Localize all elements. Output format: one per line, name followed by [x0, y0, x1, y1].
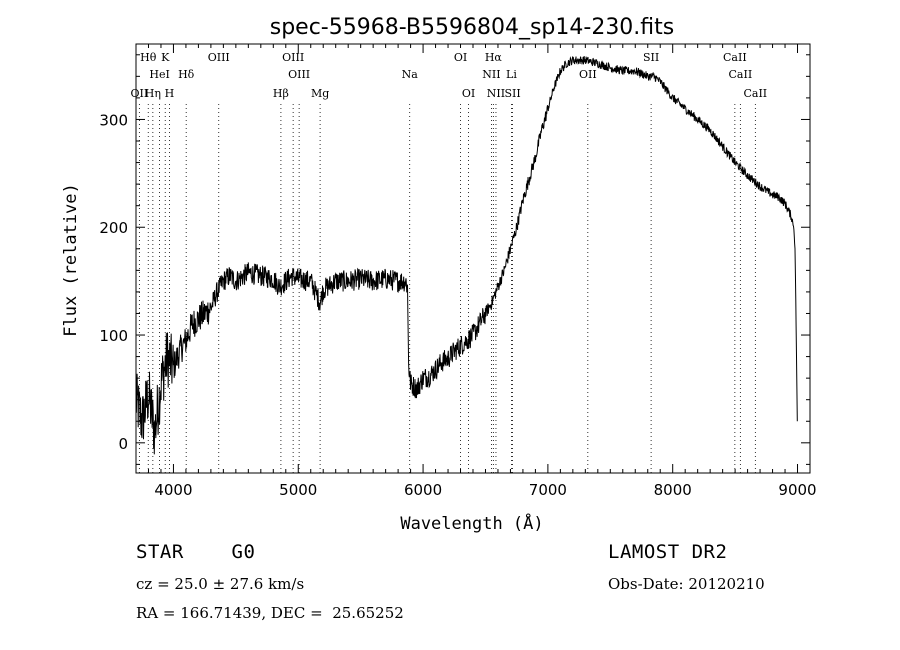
y-tick-label: 0 — [118, 435, 128, 453]
emission-line-label: Li — [506, 68, 517, 81]
object-class: STAR G0 — [136, 541, 256, 563]
emission-line-label: OIII — [208, 51, 230, 64]
emission-line-label: Hβ — [273, 87, 289, 100]
emission-line-label: K — [161, 51, 170, 64]
x-tick-label: 6000 — [404, 481, 442, 499]
emission-line-label: CaII — [743, 87, 767, 100]
spectrum-line — [135, 56, 798, 455]
emission-line-label: OIII — [288, 68, 310, 81]
x-axis-ticks: 4000 5000 6000 7000 8000 9000 — [135, 44, 817, 499]
emission-line-label: Na — [402, 68, 419, 81]
emission-line-label: CaII — [723, 51, 747, 64]
chart-title: spec-55968-B5596804_sp14-230.fits — [270, 15, 675, 40]
y-tick-label: 200 — [99, 219, 128, 237]
x-tick-label: 9000 — [778, 481, 816, 499]
emission-line-label: OI — [462, 87, 475, 100]
observation-date: Obs-Date: 20120210 — [608, 575, 765, 593]
emission-line-label: Hδ — [178, 68, 195, 81]
emission-line-label: SII — [504, 87, 520, 100]
emission-line-label: Hη — [145, 87, 161, 100]
plot-frame — [135, 43, 811, 474]
emission-line-label: NII — [482, 68, 500, 81]
emission-line-label: Mg — [311, 87, 329, 100]
x-tick-label: 8000 — [654, 481, 692, 499]
emission-line-markers — [138, 104, 756, 473]
emission-line-label: Hα — [485, 51, 503, 64]
y-tick-label: 100 — [99, 327, 128, 345]
y-tick-label: 300 — [99, 111, 128, 129]
emission-line-label: OI — [454, 51, 467, 64]
y-axis-label: Flux (relative) — [61, 183, 81, 337]
x-axis-label: Wavelength (Å) — [400, 512, 543, 534]
emission-line-label: Hθ — [140, 51, 157, 64]
emission-line-label: SII — [643, 51, 659, 64]
emission-line-label: OII — [579, 68, 597, 81]
emission-line-label: OII — [131, 87, 149, 100]
x-tick-label: 5000 — [279, 481, 317, 499]
redshift-value: cz = 25.0 ± 27.6 km/s — [136, 575, 305, 593]
survey-name: LAMOST DR2 — [608, 541, 728, 563]
y-axis-ticks: 0 100 200 300 — [99, 54, 810, 465]
emission-line-label: OIII — [282, 51, 304, 64]
emission-line-label: H — [165, 87, 175, 100]
x-tick-label: 7000 — [529, 481, 567, 499]
emission-line-label: CaII — [729, 68, 753, 81]
emission-line-label: HeI — [149, 68, 169, 81]
emission-line-label: NII — [487, 87, 505, 100]
x-tick-label: 4000 — [154, 481, 192, 499]
coordinates: RA = 166.71439, DEC = 25.65252 — [136, 604, 404, 622]
